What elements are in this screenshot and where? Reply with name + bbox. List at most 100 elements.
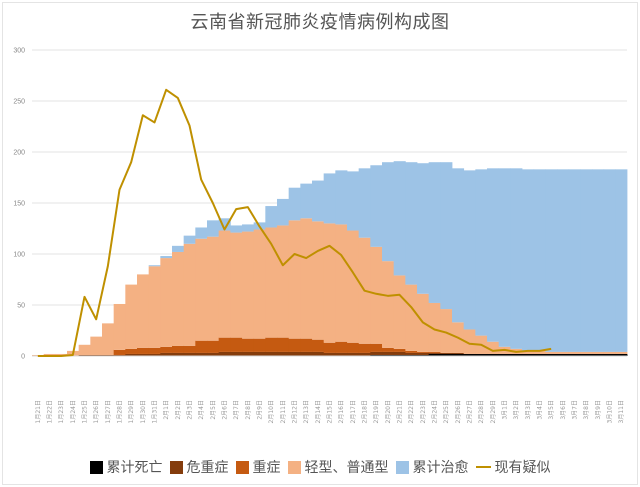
- bar-segment: [125, 353, 138, 356]
- bar-segment: [195, 227, 208, 239]
- bar-segment: [172, 245, 185, 252]
- bar-segment: [580, 351, 593, 354]
- bar-segment: [312, 180, 325, 222]
- legend-swatch-suspected: [475, 466, 491, 468]
- x-tick-label: 2月11日: [280, 400, 287, 423]
- bar-segment: [300, 351, 313, 356]
- bar-segment: [172, 251, 185, 346]
- x-tick-label: 1月30日: [140, 400, 147, 423]
- bar-segment: [417, 163, 430, 294]
- bar-segment: [358, 168, 371, 238]
- bar-segment: [417, 354, 430, 356]
- bar-segment: [452, 352, 465, 354]
- x-tick-label: 1月27日: [105, 400, 112, 423]
- bar-segment: [160, 256, 173, 259]
- bar-segment: [253, 351, 266, 356]
- bar-segment: [522, 353, 535, 356]
- x-tick-label: 2月4日: [198, 400, 205, 420]
- x-tick-label: 3月6日: [560, 400, 567, 420]
- bar-segment: [195, 238, 208, 341]
- bar-segment: [463, 170, 476, 330]
- legend-item-severe[interactable]: 重症: [235, 457, 281, 477]
- y-tick-label: 250: [13, 99, 25, 106]
- bar-segment: [277, 198, 290, 226]
- bar-segment: [393, 348, 406, 352]
- bar-segment: [323, 173, 336, 224]
- bar-segment: [230, 351, 243, 356]
- x-tick-label: 3月11日: [618, 400, 625, 423]
- legend-label-deaths: 累计死亡: [106, 460, 163, 476]
- bar-segment: [277, 337, 290, 352]
- bar-segment: [160, 352, 173, 356]
- legend-label-severe: 重症: [252, 460, 281, 476]
- legend-item-suspected[interactable]: 现有疑似: [475, 457, 551, 477]
- bar-segment: [323, 352, 336, 356]
- bar-segment: [183, 345, 196, 353]
- bar-segment: [440, 353, 453, 356]
- bar-segment: [230, 337, 243, 352]
- bar-segment: [452, 353, 465, 356]
- x-tick-label: 2月15日: [327, 400, 334, 423]
- legend-label-cured: 累计治愈: [412, 460, 469, 476]
- bar-segment: [370, 165, 383, 247]
- bar-segment: [207, 352, 220, 356]
- x-tick-label: 2月1日: [163, 400, 170, 420]
- x-tick-label: 1月24日: [70, 400, 77, 423]
- bar-segment: [428, 162, 441, 303]
- bar-segment: [463, 353, 476, 356]
- bar-segment: [148, 347, 161, 354]
- x-tick-label: 1月23日: [58, 400, 65, 423]
- x-tick-label: 3月5日: [548, 400, 555, 420]
- bar-segment: [370, 354, 383, 356]
- bar-segment: [405, 284, 418, 351]
- legend-item-mild[interactable]: 轻型、普通型: [287, 457, 389, 477]
- x-tick-label: 2月22日: [408, 400, 415, 423]
- bar-segment: [90, 336, 103, 355]
- legend-item-deaths[interactable]: 累计死亡: [89, 457, 163, 477]
- bar-segment: [148, 353, 161, 356]
- x-tick-label: 2月14日: [315, 400, 322, 423]
- x-tick-label: 2月16日: [338, 400, 345, 423]
- x-tick-label: 2月24日: [432, 400, 439, 423]
- bar-segment: [347, 352, 360, 356]
- legend-swatch-deaths: [89, 460, 103, 474]
- legend-item-critical[interactable]: 危重症: [169, 457, 229, 477]
- bar-segment: [440, 309, 453, 353]
- bar-segment: [592, 353, 605, 356]
- y-tick-label: 200: [13, 150, 25, 157]
- bar-segment: [230, 225, 243, 233]
- x-tick-label: 2月9日: [257, 400, 264, 420]
- bar-segment: [568, 169, 581, 352]
- bar-segment: [557, 351, 570, 354]
- bar-segment: [382, 347, 395, 352]
- bar-segment: [265, 227, 278, 338]
- bar-segment: [288, 351, 301, 356]
- bar-segment: [358, 352, 371, 356]
- bar-segment: [253, 338, 266, 352]
- bar-segment: [615, 351, 628, 354]
- bar-segment: [125, 348, 138, 354]
- bar-segment: [207, 340, 220, 353]
- bar-segment: [300, 183, 313, 219]
- x-tick-label: 2月23日: [420, 400, 427, 423]
- bar-segment: [382, 354, 395, 356]
- bar-segment: [498, 168, 511, 347]
- bar-segment: [148, 265, 161, 267]
- bar-segment: [242, 231, 255, 339]
- y-tick-label: 50: [17, 303, 25, 310]
- bar-segment: [580, 169, 593, 352]
- bar-segment: [312, 351, 325, 356]
- x-tick-label: 1月31日: [152, 400, 159, 423]
- bar-segment: [335, 341, 348, 353]
- x-tick-label: 3月1日: [502, 400, 509, 420]
- legend-item-cured[interactable]: 累计治愈: [395, 457, 469, 477]
- bar-segment: [522, 350, 535, 354]
- bar-segment: [382, 162, 395, 262]
- x-tick-label: 2月25日: [443, 400, 450, 423]
- bar-segment: [137, 274, 150, 348]
- bar-segment: [545, 169, 558, 352]
- bar-segment: [300, 218, 313, 339]
- bar-segment: [242, 224, 255, 232]
- x-tick-label: 3月3日: [525, 400, 532, 420]
